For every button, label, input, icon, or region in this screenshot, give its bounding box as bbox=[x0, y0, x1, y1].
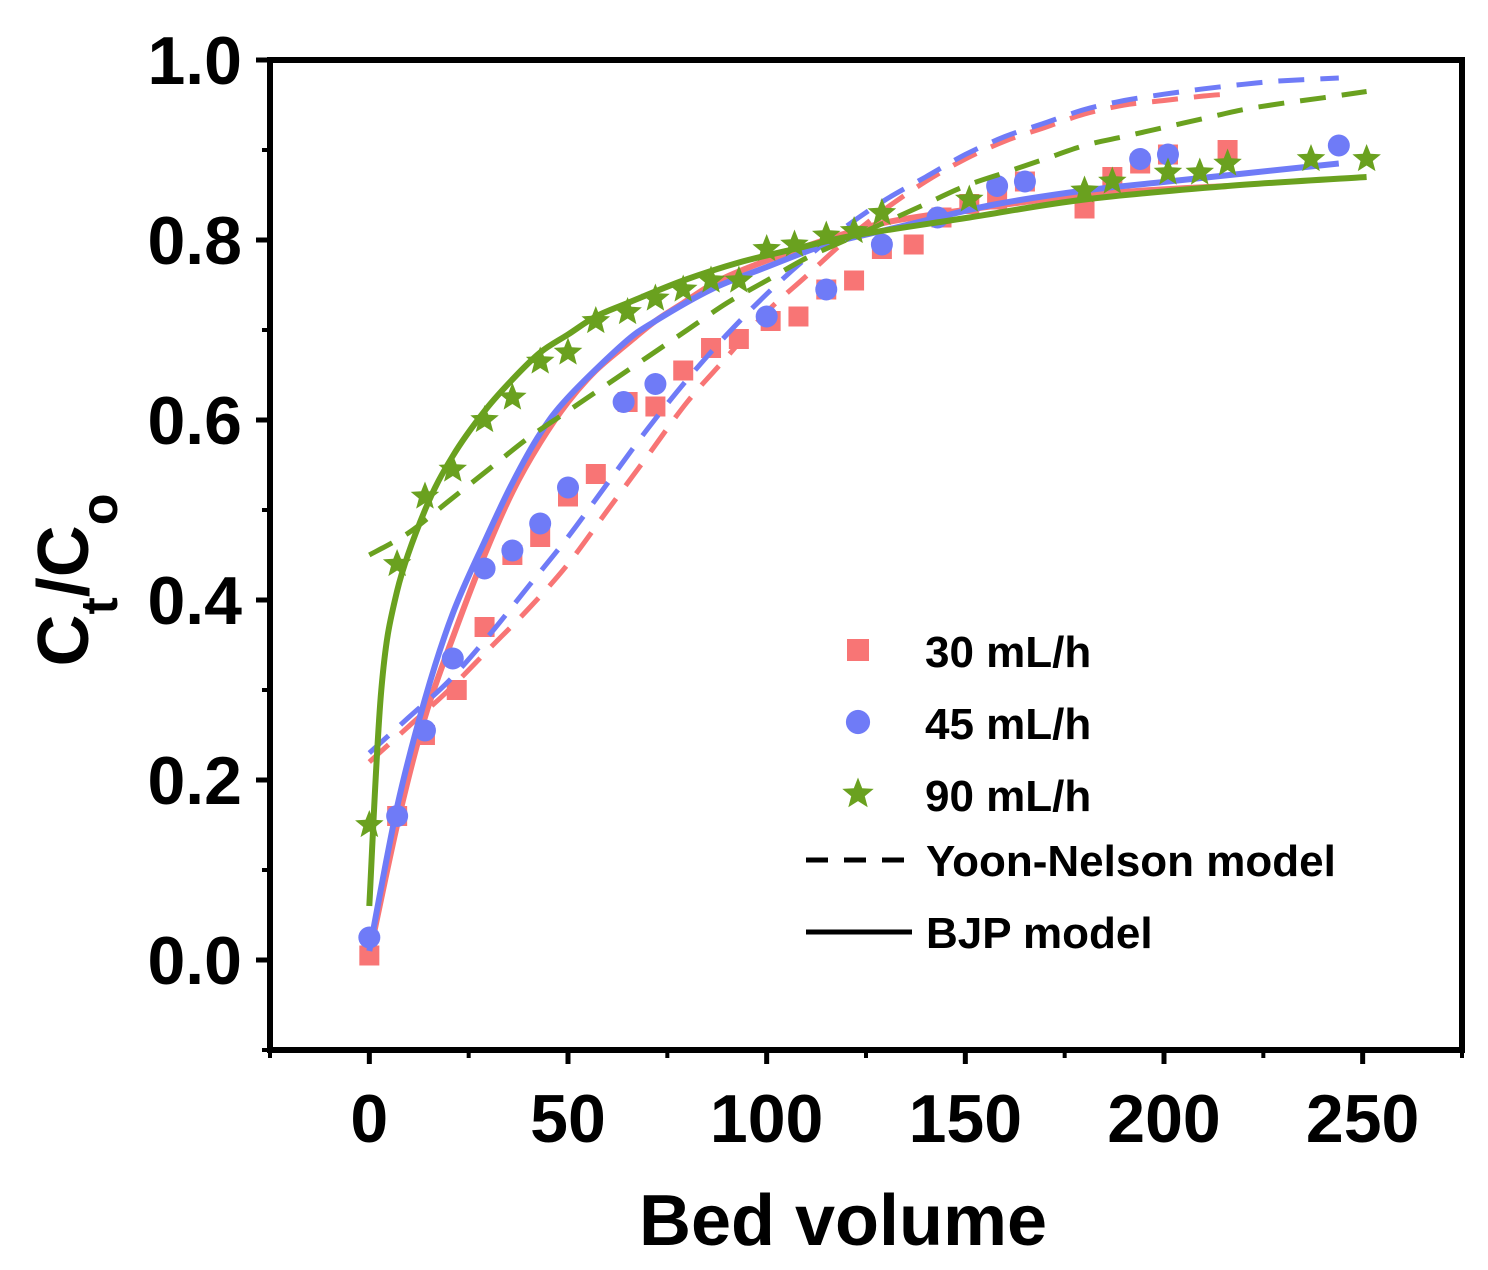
bjp-line-s90 bbox=[366, 174, 1367, 907]
data-point-s45 bbox=[386, 805, 409, 827]
data-point-s30 bbox=[728, 329, 749, 349]
data-point-s90 bbox=[498, 382, 527, 410]
data-point-s90 bbox=[696, 265, 726, 293]
data-point-s30 bbox=[673, 360, 694, 381]
y-tick-label: 0.0 bbox=[147, 923, 242, 999]
data-point-s30 bbox=[1074, 198, 1095, 219]
data-point-s30 bbox=[844, 270, 865, 291]
data-point-s90 bbox=[553, 337, 583, 365]
y-axis-title-sub1: t bbox=[71, 597, 129, 614]
data-point-s30 bbox=[359, 945, 380, 966]
data-point-s45 bbox=[1013, 170, 1036, 193]
legend-marker-s90 bbox=[842, 777, 874, 808]
data-point-s30 bbox=[701, 338, 722, 358]
data-point-s45 bbox=[1156, 143, 1179, 166]
x-tick-label: 0 bbox=[350, 1081, 388, 1157]
data-point-s45 bbox=[1129, 148, 1152, 170]
data-point-s90 bbox=[438, 454, 467, 482]
legend-label: 90 mL/h bbox=[925, 772, 1091, 821]
y-tick-label: 0.2 bbox=[147, 743, 242, 819]
data-point-s90 bbox=[812, 220, 841, 248]
data-point-s30 bbox=[585, 464, 606, 484]
x-axis-title: Bed volume bbox=[639, 1181, 1047, 1261]
data-point-s90 bbox=[1352, 144, 1381, 172]
data-point-s90 bbox=[382, 549, 412, 577]
yoon-nelson-line-s45 bbox=[367, 75, 1339, 755]
bjp-line-s45 bbox=[366, 160, 1340, 952]
data-point-s45 bbox=[755, 305, 778, 328]
data-point-s90 bbox=[1185, 157, 1214, 185]
data-point-s90 bbox=[752, 234, 781, 262]
data-point-s90 bbox=[839, 216, 869, 244]
y-axis-title: Ct/Co bbox=[24, 493, 129, 666]
data-point-s45 bbox=[441, 647, 464, 670]
legend: 30 mL/h 45 mL/h 90 mL/h Yoon-Nelson model BJ… bbox=[806, 628, 1336, 958]
y-axis-title-main: C bbox=[24, 615, 104, 667]
data-point-s45 bbox=[870, 233, 893, 256]
y-tick-label: 0.4 bbox=[147, 563, 242, 639]
data-point-s45 bbox=[501, 539, 524, 562]
x-tick-label: 200 bbox=[1107, 1081, 1220, 1157]
data-point-s90 bbox=[1153, 157, 1183, 185]
legend-label: 30 mL/h bbox=[925, 628, 1091, 677]
data-point-s90 bbox=[355, 810, 384, 838]
data-point-s90 bbox=[410, 481, 440, 509]
data-point-s90 bbox=[613, 297, 642, 325]
plot-border bbox=[267, 57, 1465, 1053]
data-point-s90 bbox=[581, 306, 611, 334]
y-tick-label: 0.8 bbox=[147, 203, 242, 279]
data-point-s90 bbox=[470, 405, 499, 433]
x-tick-label: 250 bbox=[1306, 1081, 1419, 1157]
x-axis: 0 50 100 150 200 250 bbox=[268, 1050, 1464, 1157]
data-point-s90 bbox=[724, 265, 754, 293]
data-point-s90 bbox=[867, 198, 897, 226]
data-point-s30 bbox=[788, 306, 809, 327]
data-point-s90 bbox=[1296, 144, 1326, 172]
data-point-s30 bbox=[645, 396, 666, 417]
data-point-s30 bbox=[446, 680, 467, 700]
y-tick-label: 0.6 bbox=[147, 383, 242, 459]
data-point-s45 bbox=[413, 719, 436, 742]
data-point-s30 bbox=[903, 234, 924, 255]
plot-frame bbox=[267, 57, 1465, 1053]
data-point-s90 bbox=[669, 274, 698, 302]
legend-marker-s30 bbox=[847, 639, 869, 661]
x-tick-label: 150 bbox=[909, 1081, 1022, 1157]
data-point-s90 bbox=[641, 283, 670, 311]
y-axis-title-sep: /C bbox=[24, 525, 104, 597]
series-s45 bbox=[358, 75, 1350, 952]
y-tick-label: 1.0 bbox=[147, 23, 242, 99]
series-layer bbox=[355, 75, 1381, 966]
legend-label: Yoon-Nelson model bbox=[926, 837, 1336, 886]
series-s90 bbox=[355, 89, 1381, 907]
data-point-s90 bbox=[1070, 175, 1099, 203]
data-point-s45 bbox=[815, 278, 838, 301]
data-point-s90 bbox=[525, 346, 555, 374]
data-point-s45 bbox=[612, 391, 635, 413]
data-point-s45 bbox=[644, 373, 667, 395]
data-point-s90 bbox=[1213, 148, 1242, 176]
y-axis: 0.0 0.2 0.4 0.6 0.8 1.0 bbox=[147, 23, 270, 1052]
yoon-nelson-line-s30 bbox=[367, 91, 1228, 764]
x-tick-label: 100 bbox=[710, 1081, 823, 1157]
legend-marker-s45 bbox=[845, 709, 871, 735]
data-point-s90 bbox=[1098, 166, 1127, 194]
data-point-s90 bbox=[780, 229, 809, 257]
legend-label: 45 mL/h bbox=[925, 700, 1091, 749]
data-point-s45 bbox=[358, 926, 381, 949]
legend-label: BJP model bbox=[926, 909, 1153, 958]
data-point-s90 bbox=[955, 184, 984, 212]
data-point-s45 bbox=[1327, 134, 1350, 157]
data-point-s45 bbox=[529, 512, 552, 535]
data-point-s45 bbox=[986, 175, 1009, 197]
y-axis-title-sub2: o bbox=[71, 493, 129, 525]
data-point-s45 bbox=[557, 476, 579, 499]
data-point-s45 bbox=[473, 557, 496, 580]
x-tick-label: 50 bbox=[530, 1081, 606, 1157]
